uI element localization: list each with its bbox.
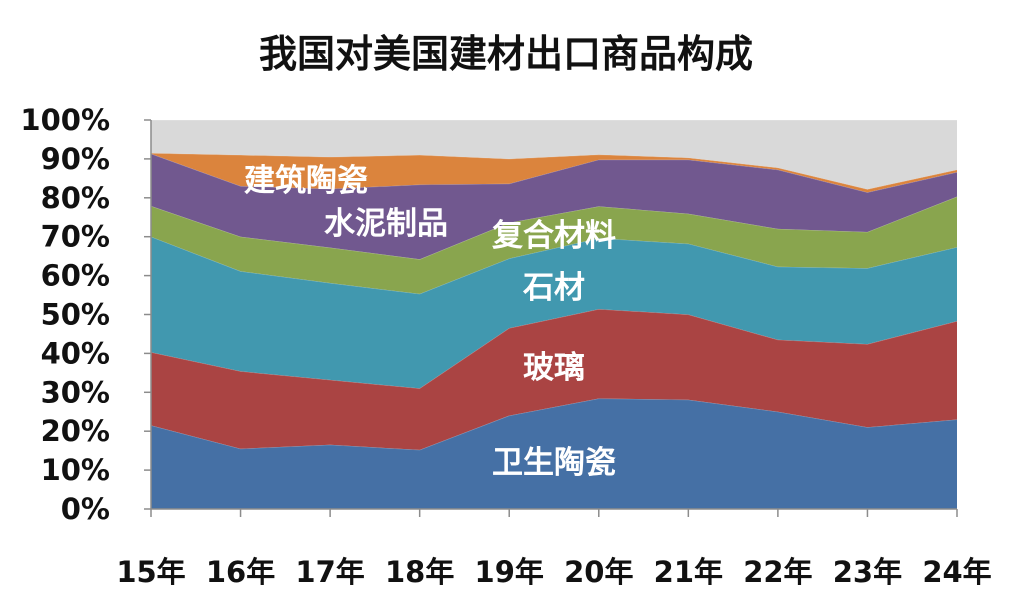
series-labels: 卫生陶瓷 玻璃 石材 复合材料 水泥制品 建筑陶瓷 <box>244 163 616 481</box>
series-label-6: 建筑陶瓷 <box>244 163 368 199</box>
series-label-4: 复合材料 <box>492 218 616 254</box>
area-series-3 <box>151 236 957 389</box>
x-tick-label: 22年 <box>743 555 812 589</box>
x-tick-label: 21年 <box>654 555 723 589</box>
area-series-1 <box>151 398 957 509</box>
x-tick-label: 24年 <box>922 555 991 589</box>
x-tick-label: 19年 <box>475 555 544 589</box>
area-series-6 <box>151 153 957 193</box>
y-tick-label: 60% <box>41 259 110 293</box>
x-tick-label: 15年 <box>116 555 185 589</box>
y-tick-label: 0% <box>61 492 110 526</box>
x-tick-label: 17年 <box>295 555 364 589</box>
y-tick-label: 50% <box>41 298 110 332</box>
series-label-1: 卫生陶瓷 <box>492 445 616 481</box>
y-tick-label: 80% <box>41 181 110 215</box>
series-label-2: 玻璃 <box>523 350 585 386</box>
series-label-5: 水泥制品 <box>324 206 448 242</box>
chart-title: 我国对美国建材出口商品构成 <box>259 32 753 76</box>
area-series-2 <box>151 309 957 450</box>
y-tick-label: 90% <box>41 142 110 176</box>
area-series-7 <box>151 120 957 190</box>
y-tick-label: 10% <box>41 453 110 487</box>
y-tick-label: 30% <box>41 375 110 409</box>
y-tick-label: 70% <box>41 220 110 254</box>
x-tick-label: 16年 <box>206 555 275 589</box>
area-series-4 <box>151 196 957 294</box>
x-tick-label: 18年 <box>385 555 454 589</box>
x-tick-label: 23年 <box>833 555 902 589</box>
area-series-5 <box>151 153 957 260</box>
y-tick-label: 100% <box>20 103 110 137</box>
y-tick-label: 20% <box>41 414 110 448</box>
x-tick-label: 20年 <box>564 555 633 589</box>
y-tick-label: 40% <box>41 336 110 370</box>
axes: 0% 10% 20% 30% 40% 50% 60% 70% 80% 90% 100% 15年 16年 1… <box>20 103 991 589</box>
series-areas <box>150 119 958 509</box>
series-label-3: 石材 <box>522 270 585 306</box>
